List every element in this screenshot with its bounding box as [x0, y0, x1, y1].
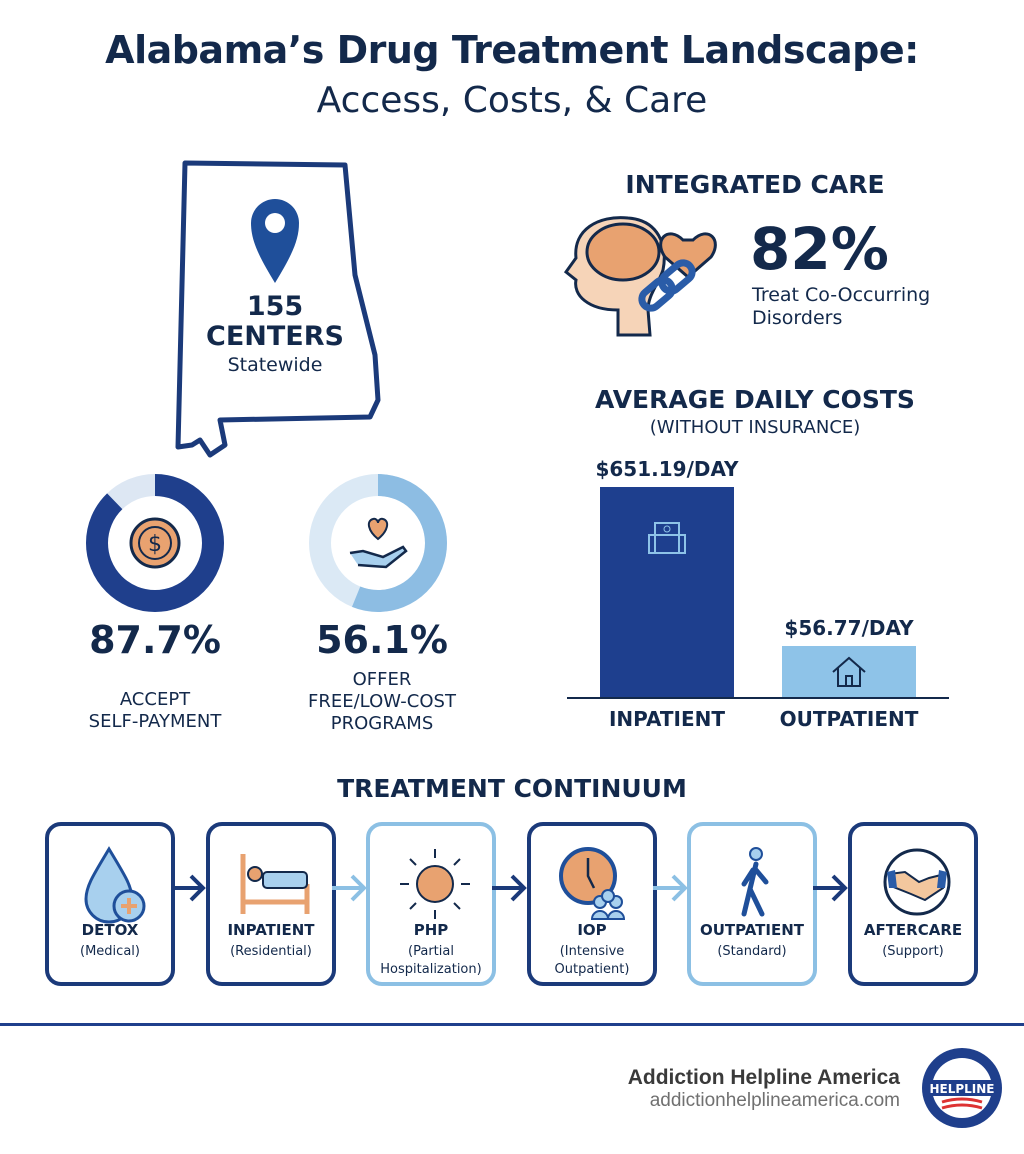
free-programs-label-3: PROGRAMS — [330, 713, 434, 734]
step-title: IOP — [577, 921, 607, 939]
helpline-logo: HELPLINE — [922, 1048, 1002, 1128]
continuum-step-php: PHP (Partial Hospitalization) — [366, 822, 496, 986]
step-arrow-icon — [653, 874, 688, 902]
bar-value-label: $56.77/DAY — [784, 616, 914, 640]
page-title: Alabama’s Drug Treatment Landscape: — [105, 28, 919, 72]
walking-person-icon — [741, 847, 769, 917]
step-title: INPATIENT — [227, 921, 315, 939]
svg-text:HELPLINE: HELPLINE — [929, 1082, 994, 1096]
continuum-step-inpatient: INPATIENT (Residential) — [206, 822, 336, 986]
step-subtitle: (Residential) — [230, 944, 312, 959]
step-subtitle: (Intensive Outpatient) — [554, 944, 630, 977]
step-title: AFTERCARE — [863, 921, 963, 939]
footer-brand: Addiction Helpline America — [627, 1066, 900, 1089]
step-title: DETOX — [81, 921, 139, 939]
bar-outpatient — [782, 646, 916, 697]
continuum-heading: TREATMENT CONTINUUM — [337, 774, 687, 803]
costs-subheading: (WITHOUT INSURANCE) — [649, 417, 861, 438]
centers-count: 155 — [246, 291, 304, 322]
free-programs-donut — [309, 474, 447, 612]
dollar-coin-icon: $ — [129, 517, 181, 569]
self-payment-donut: $ — [86, 474, 224, 612]
heart-hand-icon — [349, 517, 408, 569]
centers-unit: CENTERS — [206, 321, 344, 352]
step-subtitle: (Medical) — [80, 944, 140, 959]
continuum-step-aftercare: AFTERCARE (Support) — [848, 822, 978, 986]
clock-group-icon — [559, 847, 626, 920]
step-subtitle: (Partial Hospitalization) — [380, 944, 482, 977]
page-subtitle: Access, Costs, & Care — [316, 80, 708, 121]
bar-category-label: INPATIENT — [608, 707, 726, 731]
brain-heart-link-icon — [563, 216, 717, 337]
house-icon — [832, 656, 866, 687]
bed-icon — [240, 854, 310, 914]
free-programs-label-2: FREE/LOW-COST — [308, 691, 456, 712]
free-programs-label-1: OFFER — [352, 669, 412, 690]
step-subtitle: (Support) — [882, 944, 944, 959]
hospital-icon — [648, 522, 686, 554]
self-payment-label-1: ACCEPT — [119, 689, 191, 710]
integrated-care-heading: INTEGRATED CARE — [625, 170, 885, 199]
continuum-step-outpatient: OUTPATIENT (Standard) — [687, 822, 817, 986]
chart-baseline — [567, 697, 949, 699]
sun-icon — [400, 849, 470, 919]
bar-inpatient — [600, 487, 734, 697]
step-arrow-icon — [171, 874, 206, 902]
svg-text:$: $ — [148, 532, 162, 557]
continuum-step-iop: IOP (Intensive Outpatient) — [527, 822, 657, 986]
alabama-map-outline — [175, 160, 381, 458]
step-subtitle: (Standard) — [717, 944, 787, 959]
continuum-step-detox: DETOX (Medical) — [45, 822, 175, 986]
step-arrow-icon — [813, 874, 848, 902]
bar-value-label: $651.19/DAY — [595, 457, 739, 481]
bar-category-label: OUTPATIENT — [779, 707, 919, 731]
step-title: OUTPATIENT — [699, 921, 805, 939]
costs-bar-chart: $651.19/DAY INPATIENT $56.77/DAY OUTPATI… — [567, 440, 949, 740]
step-title: PHP — [413, 921, 449, 939]
integrated-care-percent: 82% — [750, 215, 889, 283]
footer-url[interactable]: addictionhelplineamerica.com — [649, 1090, 900, 1111]
step-arrow-icon — [492, 874, 527, 902]
free-programs-percent: 56.1% — [316, 618, 448, 662]
integrated-care-label-2: Disorders — [752, 307, 843, 329]
drop-cross-icon — [84, 846, 146, 924]
map-pin-icon — [251, 199, 299, 283]
step-arrow-icon — [332, 874, 367, 902]
self-payment-percent: 87.7% — [89, 618, 221, 662]
footer-divider — [0, 1023, 1024, 1026]
handshake-icon — [883, 848, 951, 916]
integrated-care-label-1: Treat Co-Occurring — [752, 284, 931, 306]
costs-heading: AVERAGE DAILY COSTS — [595, 385, 915, 414]
self-payment-label-2: SELF-PAYMENT — [88, 711, 222, 732]
centers-scope: Statewide — [227, 354, 323, 376]
